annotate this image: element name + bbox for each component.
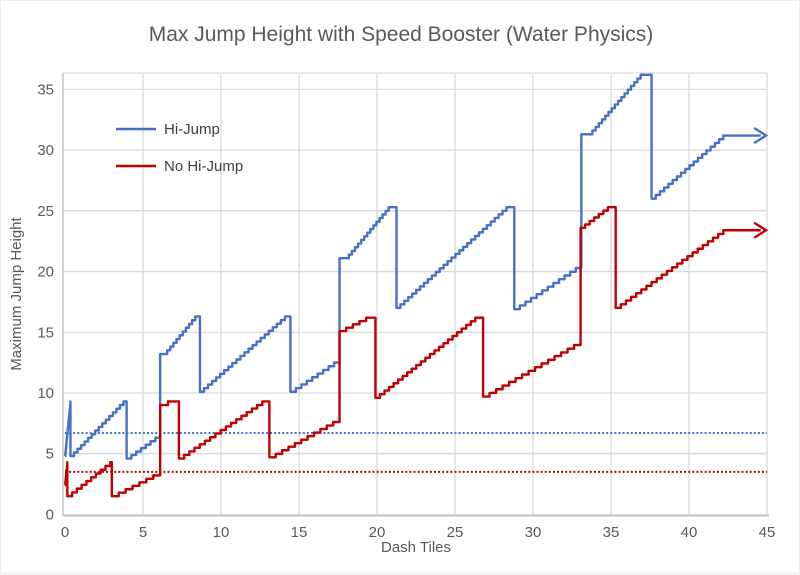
- x-tick-label-35: 35: [603, 524, 620, 541]
- x-tick-label-30: 30: [525, 524, 542, 541]
- x-tick-label-25: 25: [447, 524, 464, 541]
- y-tick-label-25: 25: [37, 203, 54, 220]
- y-tick-label-15: 15: [37, 324, 54, 341]
- series-layer: [64, 73, 769, 498]
- y-tick-label-30: 30: [37, 142, 54, 159]
- x-tick-label-45: 45: [759, 524, 776, 541]
- y-tick-label-20: 20: [37, 264, 54, 281]
- chart-title: Max Jump Height with Speed Booster (Wate…: [149, 23, 654, 46]
- x-tick-label-15: 15: [291, 524, 308, 541]
- x-tick-label-5: 5: [139, 524, 147, 541]
- y-tick-label-0: 0: [46, 506, 54, 523]
- series-line-no-hi-jump: [64, 205, 761, 498]
- legend: Hi-Jump No Hi-Jump: [116, 121, 243, 175]
- tick-labels-layer: 0 5 10 15 20 25 30 35 40 45 0 5 10 15 20 25 30 35: [37, 81, 775, 541]
- x-tick-label-10: 10: [213, 524, 230, 541]
- x-tick-label-40: 40: [681, 524, 698, 541]
- end-arrow-hi-jump: [753, 127, 769, 144]
- legend-label-hi-jump: Hi-Jump: [164, 121, 220, 138]
- y-tick-label-5: 5: [46, 446, 54, 463]
- reference-lines-layer: [65, 432, 767, 473]
- gridlines-layer: [62, 72, 769, 517]
- legend-label-no-hi-jump: No Hi-Jump: [164, 158, 243, 175]
- y-axis-title: Maximum Jump Height: [8, 216, 25, 370]
- x-axis-title: Dash Tiles: [381, 539, 451, 556]
- y-tick-label-10: 10: [37, 385, 54, 402]
- y-tick-label-35: 35: [37, 81, 54, 98]
- series-line-hi-jump: [64, 73, 761, 460]
- x-tick-label-0: 0: [61, 524, 69, 541]
- end-arrow-no-hi-jump: [753, 222, 769, 239]
- x-tick-label-20: 20: [369, 524, 386, 541]
